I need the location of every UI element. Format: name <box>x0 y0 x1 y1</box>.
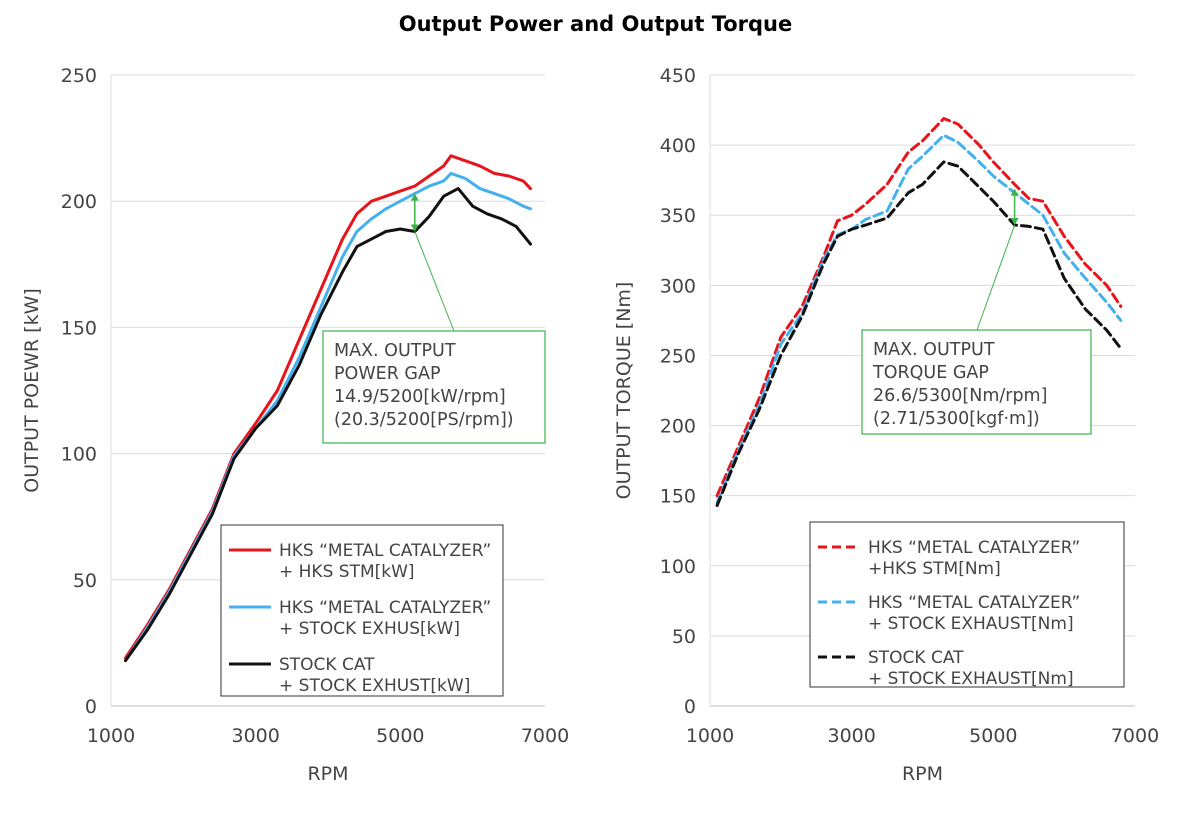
legend-label-2: + STOCK EXHAUST[Nm] <box>868 614 1074 634</box>
y-tick-label: 450 <box>660 65 696 87</box>
x-tick-label: 5000 <box>969 725 1017 747</box>
series-line-1 <box>715 117 1123 498</box>
y-tick-label: 250 <box>660 345 696 367</box>
y-tick-label: 50 <box>73 570 97 592</box>
gap-arrow-down <box>410 224 419 232</box>
x-axis-title: RPM <box>307 763 348 785</box>
y-tick-label: 200 <box>660 416 696 438</box>
legend-label-2: HKS “METAL CATALYZER” <box>868 593 1080 613</box>
x-tick-label: 5000 <box>376 725 424 747</box>
legend-label-3: + STOCK EXHAUST[Nm] <box>868 669 1074 689</box>
annotation-text-line: MAX. OUTPUT <box>873 340 995 360</box>
legend-label-2: + STOCK EXHUS[kW] <box>279 619 460 639</box>
x-axis-title: RPM <box>902 763 943 785</box>
x-tick-label: 7000 <box>521 725 569 747</box>
y-axis-title: OUTPUT TORQUE [Nm] <box>613 282 635 500</box>
y-tick-label: 0 <box>85 696 97 718</box>
x-tick-label: 7000 <box>1111 725 1159 747</box>
legend-label-1: HKS “METAL CATALYZER” <box>868 538 1080 558</box>
annotation-text-line: 26.6/5300[Nm/rpm] <box>873 386 1047 406</box>
annotation-leader-line <box>414 231 455 332</box>
y-tick-label: 250 <box>61 65 97 87</box>
gap-arrow-up <box>1010 188 1019 196</box>
y-tick-label: 100 <box>660 556 696 578</box>
x-tick-label: 1000 <box>686 725 734 747</box>
annotation-leader-line <box>976 224 1016 331</box>
annotation-text-line: (2.71/5300[kgf·m]) <box>873 409 1040 429</box>
figure-title: Output Power and Output Torque <box>398 12 793 36</box>
y-tick-label: 200 <box>61 191 97 213</box>
x-tick-label: 3000 <box>231 725 279 747</box>
annotation-box <box>322 330 546 444</box>
legend-label-2: HKS “METAL CATALYZER” <box>279 598 491 618</box>
y-axis-title: OUTPUT POEWR [kW] <box>21 288 43 493</box>
y-tick-label: 350 <box>660 205 696 227</box>
y-tick-label: 150 <box>61 317 97 339</box>
annotation-text-line: POWER GAP <box>334 364 441 384</box>
annotation-text-line: TORQUE GAP <box>872 363 989 383</box>
series-line-3 <box>124 187 532 663</box>
annotation-text-line: MAX. OUTPUT <box>334 341 456 361</box>
gap-arrow-up <box>410 193 419 201</box>
y-tick-label: 100 <box>61 444 97 466</box>
y-tick-label: 0 <box>684 696 696 718</box>
chart-2: 0 50 100 150 200 250 300 350 400 450 1000 3000 5000 7… <box>613 65 1159 785</box>
y-tick-label: 400 <box>660 135 696 157</box>
legend-box <box>220 524 504 697</box>
legend-label-1: + HKS STM[kW] <box>279 562 415 582</box>
legend-box <box>809 521 1125 688</box>
annotation-text-line: 14.9/5200[kW/rpm] <box>334 387 506 407</box>
legend-label-3: + STOCK EXHUST[kW] <box>279 676 470 696</box>
y-tick-label: 50 <box>672 626 696 648</box>
series-line-3 <box>715 160 1123 507</box>
x-tick-label: 1000 <box>87 725 135 747</box>
legend-label-3: STOCK CAT <box>279 655 375 675</box>
legend-label-1: +HKS STM[Nm] <box>868 559 1001 579</box>
series-line-2 <box>715 133 1123 505</box>
y-tick-label: 150 <box>660 486 696 508</box>
x-tick-label: 3000 <box>827 725 875 747</box>
legend-label-3: STOCK CAT <box>868 648 964 668</box>
chart-1: 0 50 100 150 200 250 1000 3000 5000 7000 RPM OUTPUT… <box>21 65 569 785</box>
legend-label-1: HKS “METAL CATALYZER” <box>279 541 491 561</box>
annotation-text-line: (20.3/5200[PS/rpm]) <box>334 410 514 430</box>
annotation-box <box>861 329 1092 435</box>
gap-arrow-down <box>1010 218 1019 226</box>
y-tick-label: 300 <box>660 275 696 297</box>
